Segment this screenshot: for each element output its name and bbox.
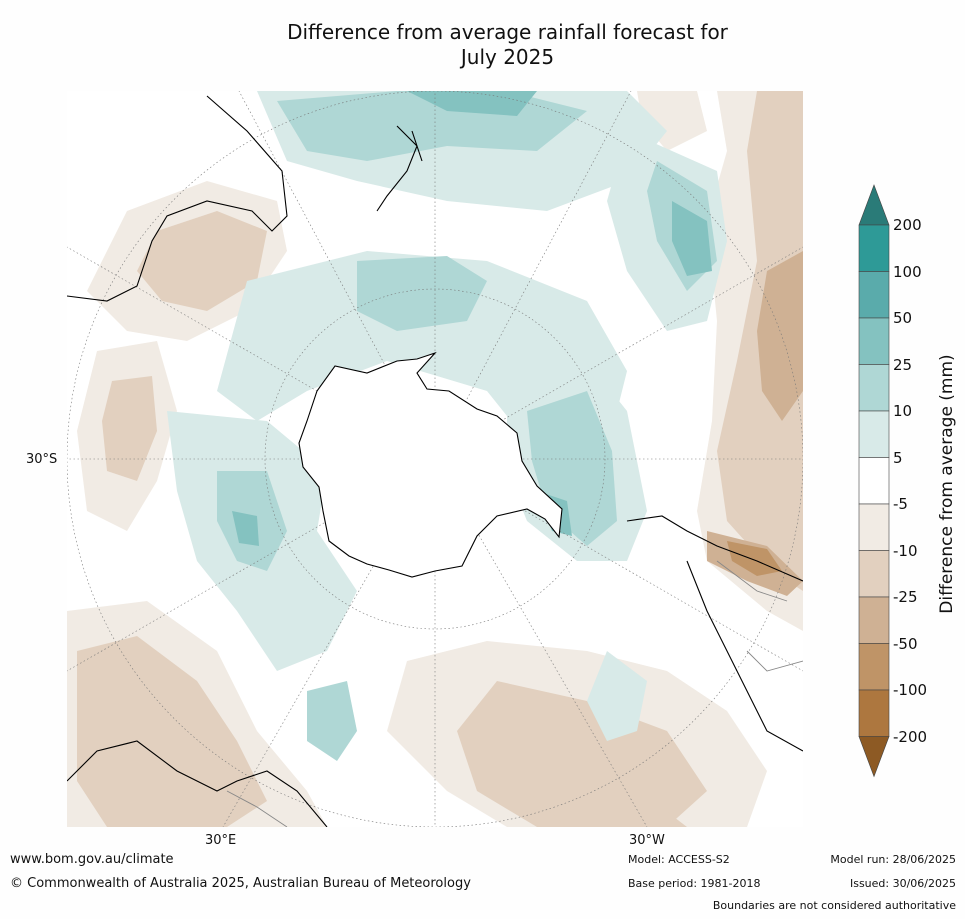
colorbar-tick-label: 100 <box>893 262 922 281</box>
dry-area-south-america-peak <box>757 251 803 421</box>
dry-area-chile-peak <box>727 541 782 576</box>
dry-anomaly-areas <box>67 91 803 827</box>
colorbar-band <box>858 364 890 412</box>
wet-area-southern-ocean-ring-core <box>357 256 487 331</box>
longitude-label-30e: 30°E <box>205 833 237 848</box>
colorbar-band <box>858 689 890 737</box>
dry-area-atlantic-south <box>527 751 687 827</box>
colorbar-tick-label: 200 <box>893 216 922 234</box>
footer-issued: Issued: 30/06/2025 <box>849 877 956 890</box>
title-line-1: Difference from average rainfall forecas… <box>287 20 728 44</box>
footer-model: Model: ACCESS-S2 <box>628 853 730 866</box>
colorbar-band <box>858 184 890 226</box>
south-america-coast <box>626 515 803 752</box>
footer-base-period: Base period: 1981-2018 <box>628 877 761 890</box>
dry-area-indian-ocean-west-core <box>77 636 267 827</box>
australia-coast <box>67 95 288 302</box>
colorbar-band <box>858 410 890 458</box>
colorbar-band <box>858 224 890 272</box>
latitude-label-30s: 30°S <box>26 452 58 467</box>
colorbar <box>858 184 890 778</box>
colorbar-tick-label: 10 <box>893 402 913 420</box>
colorbar-tick-label: -100 <box>893 681 928 699</box>
longitude-label-30w: 30°W <box>629 833 665 848</box>
antarctica-coastline <box>298 351 563 578</box>
colorbar-band <box>858 550 890 598</box>
new-zealand-coast <box>376 125 423 212</box>
colorbar-band <box>858 736 890 778</box>
colorbar-tick-label: 5 <box>893 448 903 467</box>
footer-model-run: Model run: 28/06/2025 <box>830 853 956 866</box>
chart-title: Difference from average rainfall forecas… <box>230 20 785 70</box>
footer-website: www.bom.gov.au/climate <box>10 852 174 867</box>
country-boundaries <box>226 560 803 827</box>
title-line-2: July 2025 <box>460 45 555 69</box>
colorbar-band <box>858 643 890 691</box>
wet-area-indian-sector-peak <box>232 511 259 546</box>
wet-area-south-pacific-east-peak <box>672 201 712 276</box>
colorbar-band <box>858 317 890 365</box>
dry-area-indian-ocean-mid-core <box>102 376 157 481</box>
colorbar-tick-label: -50 <box>893 634 918 653</box>
colorbar-band <box>858 457 890 505</box>
colorbar-band <box>858 503 890 551</box>
footer-disclaimer: Boundaries are not considered authoritat… <box>712 899 956 912</box>
colorbar-tick-label: -5 <box>893 495 908 513</box>
colorbar-band <box>858 271 890 319</box>
wet-area-south-atlantic <box>587 651 647 741</box>
colorbar-title: Difference from average (mm) <box>937 354 957 614</box>
colorbar-tick-label: 25 <box>893 355 913 374</box>
footer-copyright: © Commonwealth of Australia 2025, Austra… <box>10 876 471 891</box>
rainfall-map <box>67 91 803 827</box>
colorbar-tick-label: -200 <box>893 727 928 746</box>
colorbar-band <box>858 596 890 644</box>
dry-area-australia-core <box>137 211 267 311</box>
dry-area-southern-africa-core <box>457 681 707 827</box>
wet-area-south-africa-spot <box>307 681 357 761</box>
colorbar-tick-label: -10 <box>893 541 918 560</box>
wet-area-pacific-nz-peak <box>407 91 537 116</box>
colorbar-tick-label: -25 <box>893 588 918 606</box>
africa-coast <box>67 740 328 827</box>
coastlines <box>67 95 803 827</box>
colorbar-tick-label: 50 <box>893 309 913 327</box>
wet-anomaly-areas <box>167 91 727 761</box>
